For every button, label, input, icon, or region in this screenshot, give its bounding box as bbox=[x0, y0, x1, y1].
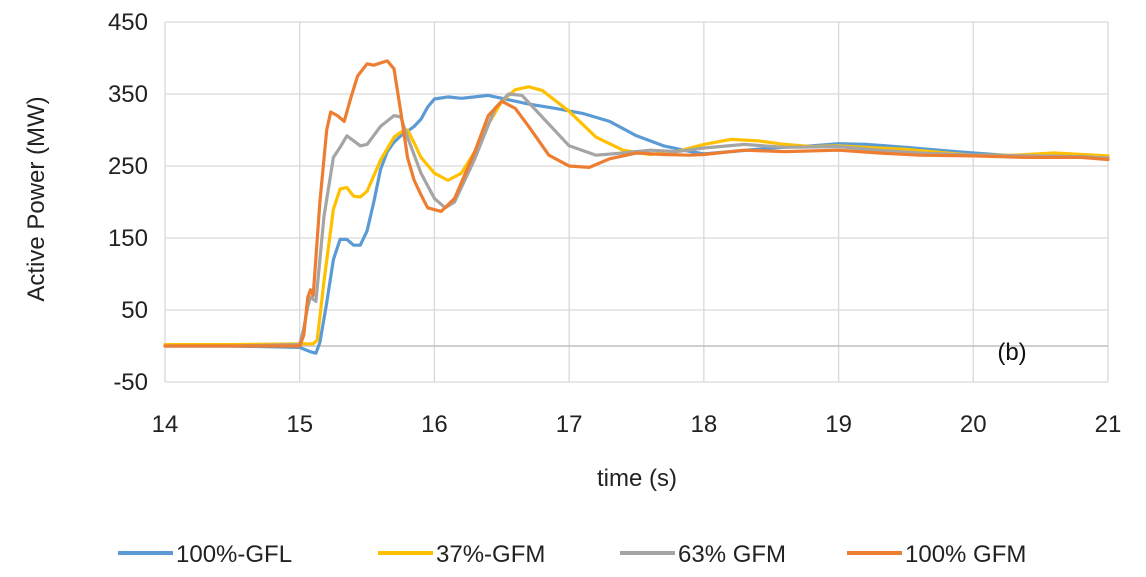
panel-annotation: (b) bbox=[997, 339, 1026, 366]
x-tick-label: 14 bbox=[152, 411, 179, 438]
y-tick-label: 150 bbox=[108, 225, 148, 252]
y-tick-labels: -50 50 150 250 350 450 bbox=[108, 9, 148, 396]
y-tick-label: 50 bbox=[121, 297, 148, 324]
x-tick-label: 20 bbox=[960, 411, 987, 438]
legend-label-100-gfm: 100% GFM bbox=[905, 541, 1026, 568]
x-axis-title: time (s) bbox=[597, 465, 677, 492]
series-line-2 bbox=[163, 92, 1110, 348]
y-tick-label: -50 bbox=[113, 369, 148, 396]
x-tick-label: 17 bbox=[556, 411, 583, 438]
x-tick-label: 21 bbox=[1095, 411, 1122, 438]
y-axis-title: Active Power (MW) bbox=[23, 96, 50, 301]
legend-label-100-gfl: 100%-GFL bbox=[176, 541, 292, 568]
gridlines bbox=[164, 21, 1109, 383]
series-lines bbox=[163, 59, 1110, 355]
legend-label-63-gfm: 63% GFM bbox=[678, 541, 786, 568]
legend: 100%-GFL 37%-GFM 63% GFM 100% GFM bbox=[118, 541, 1026, 568]
x-tick-label: 19 bbox=[825, 411, 852, 438]
x-tick-label: 18 bbox=[691, 411, 718, 438]
series-line-3 bbox=[163, 59, 1110, 348]
x-tick-label: 15 bbox=[286, 411, 313, 438]
y-tick-label: 450 bbox=[108, 9, 148, 36]
legend-label-37-gfm: 37%-GFM bbox=[436, 541, 545, 568]
x-tick-labels: 14 15 16 17 18 19 20 21 bbox=[152, 411, 1122, 438]
x-tick-label: 16 bbox=[421, 411, 448, 438]
y-tick-label: 250 bbox=[108, 153, 148, 180]
y-tick-label: 350 bbox=[108, 81, 148, 108]
